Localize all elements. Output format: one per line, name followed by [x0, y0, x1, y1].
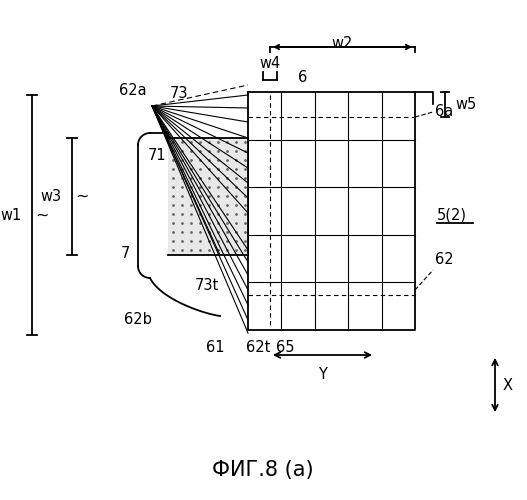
Text: w5: w5	[455, 97, 476, 112]
Text: 62: 62	[435, 252, 454, 268]
Text: 71: 71	[148, 148, 166, 164]
Text: 62b: 62b	[124, 312, 152, 328]
Text: 61: 61	[206, 340, 225, 355]
Text: w3: w3	[41, 189, 62, 204]
Text: 73t: 73t	[195, 278, 219, 292]
Text: 62t: 62t	[246, 340, 270, 355]
Text: 6: 6	[298, 70, 308, 86]
Text: 73: 73	[170, 86, 189, 101]
Text: X: X	[503, 378, 513, 392]
Text: w1: w1	[1, 208, 22, 222]
Text: w2: w2	[332, 36, 353, 52]
Text: 62a: 62a	[120, 83, 147, 98]
Bar	[168, 138, 248, 255]
Text: w4: w4	[259, 56, 280, 72]
Text: ~: ~	[75, 189, 89, 204]
Text: 5(2): 5(2)	[437, 208, 467, 222]
Text: 7: 7	[121, 246, 130, 260]
Text: Y: Y	[318, 367, 327, 382]
Text: 6a: 6a	[435, 104, 453, 120]
Text: 65: 65	[276, 340, 294, 355]
Text: ФИГ.8 (а): ФИГ.8 (а)	[212, 460, 314, 480]
Text: ~: ~	[35, 208, 48, 222]
